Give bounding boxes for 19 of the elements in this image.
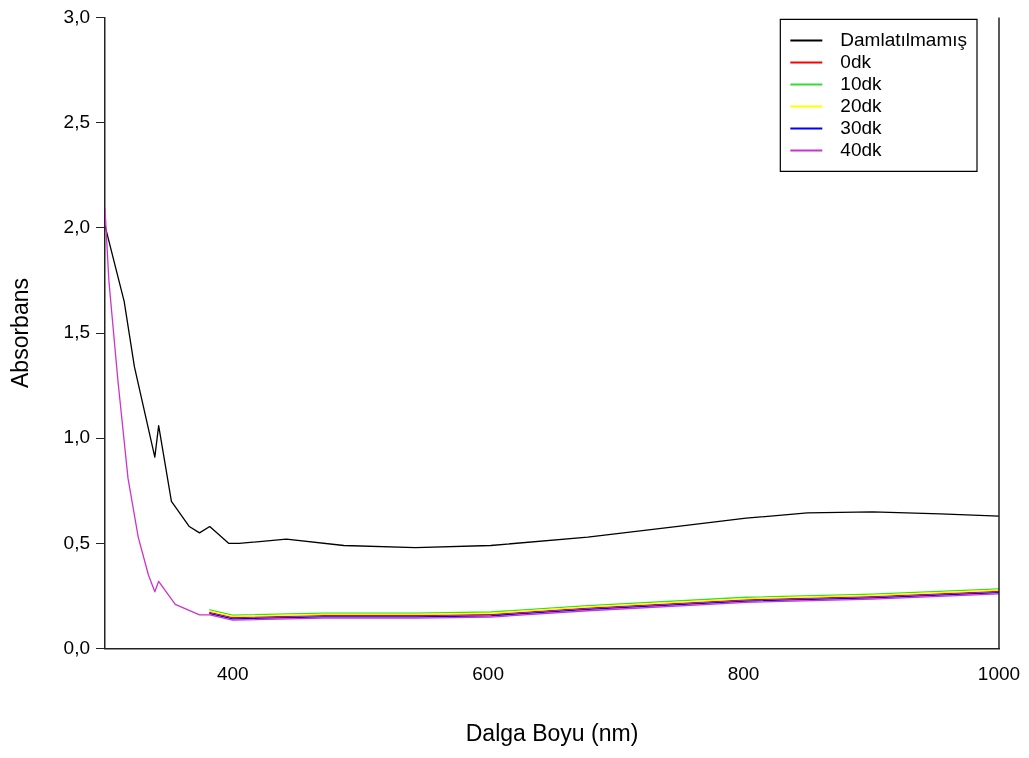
y-tick-label: 2,0 bbox=[63, 216, 91, 238]
x-tick-label: 600 bbox=[472, 663, 504, 685]
legend-label: 40dk bbox=[840, 138, 883, 160]
x-tick-label: 800 bbox=[727, 663, 760, 685]
legend-label: Damlatılmamış bbox=[840, 28, 968, 50]
legend-label: 0dk bbox=[840, 50, 872, 72]
x-tick-label: 400 bbox=[216, 663, 249, 685]
y-tick-label: 1,0 bbox=[63, 426, 91, 448]
y-axis-title: Absorbans bbox=[7, 278, 34, 388]
legend-label: 30dk bbox=[840, 116, 883, 138]
legend-label: 20dk bbox=[840, 94, 883, 116]
x-tick-label: 1000 bbox=[977, 663, 1021, 685]
y-tick-label: 0,0 bbox=[63, 636, 91, 658]
y-tick-label: 2,5 bbox=[63, 110, 91, 132]
y-tick-label: 0,5 bbox=[63, 531, 91, 553]
legend-label: 10dk bbox=[840, 72, 883, 94]
x-axis-title: Dalga Boyu (nm) bbox=[465, 719, 639, 746]
y-tick-label: 3,0 bbox=[63, 5, 91, 27]
y-tick-label: 1,5 bbox=[63, 321, 91, 343]
